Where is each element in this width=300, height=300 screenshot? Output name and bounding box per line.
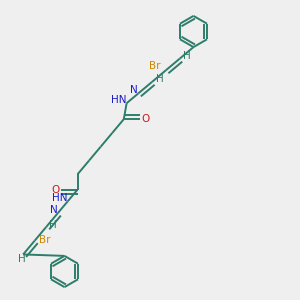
Text: H: H — [49, 220, 57, 230]
Text: H: H — [18, 254, 26, 264]
Text: N: N — [130, 85, 137, 95]
Text: H: H — [156, 74, 164, 84]
Text: O: O — [52, 184, 60, 195]
Text: HN: HN — [52, 193, 67, 203]
Text: HN: HN — [111, 94, 127, 105]
Text: H: H — [183, 51, 191, 61]
Text: Br: Br — [40, 235, 51, 245]
Text: O: O — [142, 114, 150, 124]
Text: Br: Br — [149, 61, 160, 71]
Text: N: N — [50, 205, 58, 215]
